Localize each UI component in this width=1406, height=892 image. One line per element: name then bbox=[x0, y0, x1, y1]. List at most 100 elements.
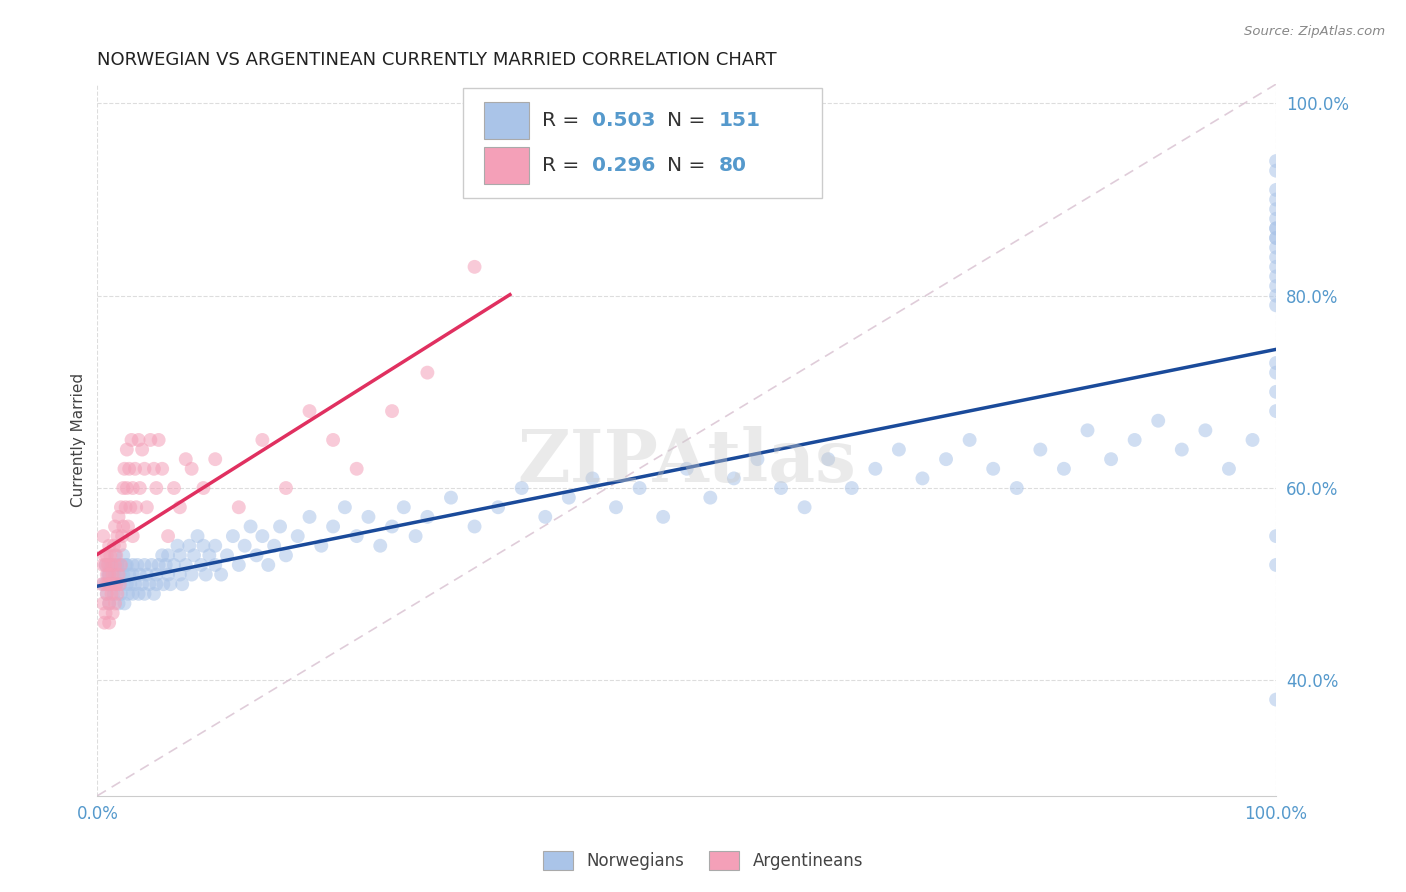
Point bbox=[322, 519, 344, 533]
Point bbox=[581, 471, 603, 485]
Point bbox=[150, 462, 173, 476]
Text: N =: N = bbox=[666, 111, 711, 129]
Point bbox=[112, 549, 135, 563]
Point bbox=[252, 433, 274, 447]
Point bbox=[1005, 481, 1028, 495]
Point bbox=[96, 549, 118, 563]
Point bbox=[97, 558, 120, 572]
Point bbox=[169, 500, 191, 515]
Point bbox=[97, 567, 120, 582]
Point bbox=[817, 452, 839, 467]
FancyBboxPatch shape bbox=[484, 147, 529, 184]
Point bbox=[269, 519, 291, 533]
Point bbox=[108, 539, 131, 553]
Point bbox=[121, 433, 143, 447]
Point bbox=[180, 567, 202, 582]
Point bbox=[142, 462, 165, 476]
Text: 0.503: 0.503 bbox=[592, 111, 657, 129]
Point bbox=[125, 500, 148, 515]
Point bbox=[121, 529, 143, 543]
Point bbox=[115, 577, 138, 591]
Point bbox=[104, 596, 127, 610]
Point bbox=[1123, 433, 1146, 447]
Point bbox=[274, 549, 297, 563]
Point bbox=[159, 577, 181, 591]
Point bbox=[98, 558, 121, 572]
Point bbox=[98, 549, 121, 563]
Point bbox=[1265, 231, 1288, 245]
Point bbox=[204, 452, 226, 467]
Point bbox=[346, 529, 368, 543]
Point bbox=[1265, 288, 1288, 302]
Point bbox=[1076, 423, 1098, 437]
Point bbox=[215, 549, 238, 563]
Point bbox=[1265, 356, 1288, 370]
Point bbox=[1265, 154, 1288, 169]
Point bbox=[104, 567, 127, 582]
Point bbox=[148, 433, 170, 447]
Point bbox=[675, 462, 697, 476]
Point bbox=[628, 481, 651, 495]
Point bbox=[110, 577, 132, 591]
Point bbox=[96, 587, 118, 601]
Point bbox=[98, 577, 121, 591]
Point bbox=[100, 577, 122, 591]
Point bbox=[298, 509, 321, 524]
Point bbox=[233, 539, 256, 553]
Point bbox=[157, 567, 180, 582]
Point bbox=[1265, 269, 1288, 284]
Point bbox=[166, 539, 188, 553]
Point bbox=[911, 471, 934, 485]
Point bbox=[228, 558, 250, 572]
Point bbox=[101, 606, 124, 620]
Point bbox=[357, 509, 380, 524]
Point bbox=[98, 567, 121, 582]
Point bbox=[98, 615, 121, 630]
Text: NORWEGIAN VS ARGENTINEAN CURRENTLY MARRIED CORRELATION CHART: NORWEGIAN VS ARGENTINEAN CURRENTLY MARRI… bbox=[97, 51, 778, 69]
Point bbox=[346, 462, 368, 476]
FancyBboxPatch shape bbox=[484, 102, 529, 138]
Point bbox=[108, 567, 131, 582]
Point bbox=[139, 433, 162, 447]
Point bbox=[148, 558, 170, 572]
Point bbox=[1265, 692, 1288, 706]
Point bbox=[1265, 211, 1288, 226]
Point bbox=[96, 567, 118, 582]
Point bbox=[392, 500, 415, 515]
Point bbox=[135, 567, 157, 582]
Point bbox=[1265, 279, 1288, 293]
Point bbox=[110, 500, 132, 515]
Point bbox=[322, 433, 344, 447]
Point bbox=[128, 481, 150, 495]
Point bbox=[124, 462, 146, 476]
Point bbox=[1265, 366, 1288, 380]
Point bbox=[91, 577, 114, 591]
Point bbox=[1265, 221, 1288, 235]
Point bbox=[107, 596, 129, 610]
Point bbox=[121, 558, 143, 572]
Point bbox=[1265, 183, 1288, 197]
Point bbox=[333, 500, 356, 515]
Point bbox=[105, 577, 128, 591]
Point bbox=[1265, 404, 1288, 418]
Point bbox=[1265, 558, 1288, 572]
Point bbox=[274, 481, 297, 495]
Point bbox=[112, 567, 135, 582]
Point bbox=[981, 462, 1004, 476]
Point bbox=[94, 577, 117, 591]
Point bbox=[416, 366, 439, 380]
Point bbox=[1265, 221, 1288, 235]
Point bbox=[510, 481, 533, 495]
Point bbox=[118, 462, 141, 476]
Point bbox=[180, 462, 202, 476]
Point bbox=[114, 558, 136, 572]
Point bbox=[128, 567, 150, 582]
Point bbox=[135, 500, 157, 515]
Point bbox=[464, 519, 486, 533]
Point bbox=[440, 491, 463, 505]
Point bbox=[1265, 163, 1288, 178]
Point bbox=[605, 500, 627, 515]
Point bbox=[111, 529, 134, 543]
Point bbox=[239, 519, 262, 533]
Point bbox=[169, 549, 191, 563]
